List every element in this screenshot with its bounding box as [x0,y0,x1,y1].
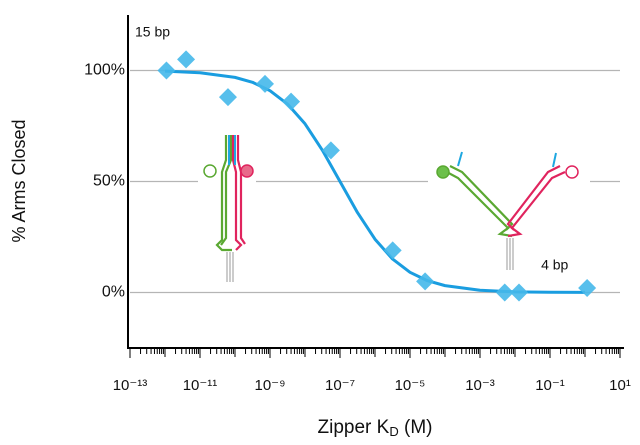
red-arm [506,165,561,231]
zipper-strands [457,151,557,168]
x-axis-label-text: Zipper K [318,417,390,438]
fit-line [164,69,586,294]
y-axis-label: % Arms Closed [9,119,29,242]
data-point [383,241,402,260]
stem [506,238,514,270]
x-tick-label: 10⁻¹³ [113,377,148,394]
plot [157,50,597,302]
x-tick-label: 10¹ [609,377,631,394]
green-arm [220,135,233,246]
data-point [578,279,597,298]
y-tick-label: 100% [84,62,125,79]
x-tick-label: 10⁻⁵ [395,377,426,394]
open-arms-illustration [428,145,590,280]
data-point [157,61,176,80]
x-tick-label: 10⁻¹ [535,377,565,394]
green-arm [449,165,514,231]
annotation: 15 bp [135,23,170,39]
green-arm [215,135,232,252]
data-point [509,283,528,302]
data-point [177,50,196,69]
x-axis-label-subscript: D [389,424,398,439]
data-point [416,272,435,291]
filled-marker [436,165,450,179]
y-tick-label: 50% [93,173,125,190]
zipper-strands [228,135,236,165]
x-axis-label-tail: (M) [399,417,433,438]
stem [226,252,234,282]
closed-arms-illustration [198,128,256,283]
data-point [282,92,301,111]
data-point [321,141,340,160]
data-point [495,283,514,302]
open-marker [203,164,217,178]
x-tick-label: 10⁻¹¹ [183,377,218,394]
x-axis-label: Zipper KD (M) [318,417,433,439]
x-tick-label: 10⁻⁷ [325,377,355,394]
annotation: 4 bp [541,257,568,273]
open-marker [565,165,579,179]
x-tick-label: 10⁻⁹ [254,377,285,394]
y-tick-label: 0% [102,284,125,301]
filled-marker [240,164,254,178]
red-arm [231,135,243,251]
data-point [256,74,275,93]
x-tick-label: 10⁻³ [465,377,495,394]
data-point [218,88,237,107]
